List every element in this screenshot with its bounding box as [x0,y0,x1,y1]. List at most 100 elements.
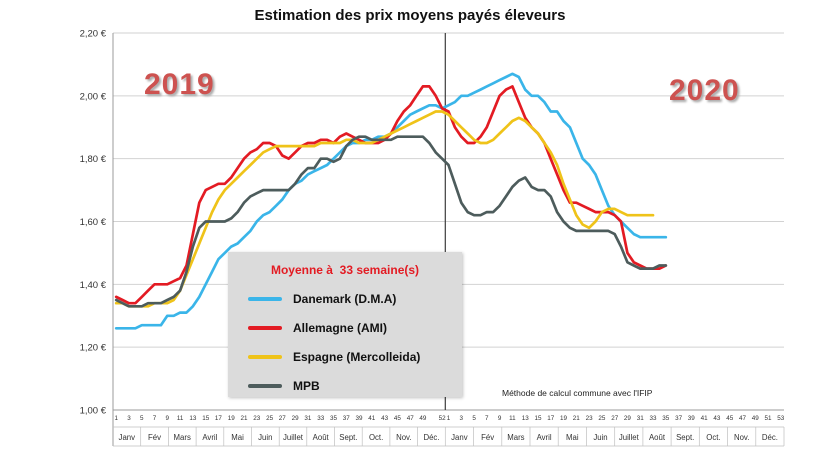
month-label: Août [649,433,666,442]
week-tick-label: 15 [202,415,210,422]
week-tick-label: 45 [394,415,402,422]
week-tick-label: 45 [726,415,734,422]
legend-label-danemark: Danemark (D.M.A) [293,292,397,306]
week-tick-label: 31 [637,415,645,422]
y-tick-label: 1,40 € [80,280,107,291]
y-tick-label: 1,00 € [80,406,107,417]
allemagne-line-swatch [248,326,282,330]
month-label: Mai [566,433,579,442]
chart-title: Estimation des prix moyens payés éleveur… [254,7,566,24]
week-tick-label: 27 [611,415,619,422]
week-tick-label: 35 [662,415,670,422]
month-label: Juin [593,433,607,442]
series-line-mpb [114,135,668,308]
month-label: Fév [481,433,494,442]
y-tick-label: 2,00 € [80,91,107,102]
week-tick-label: 9 [498,415,502,422]
month-label: Nov. [396,433,411,442]
week-tick-label: 5 [472,415,476,422]
week-tick-label: 25 [598,415,606,422]
week-tick-label: 51 [764,415,772,422]
week-tick-label: 17 [547,415,555,422]
week-tick-label: 7 [485,415,489,422]
series-line-espagne-mercolleida [114,110,655,308]
week-tick-label: 49 [752,415,760,422]
month-label: Déc. [423,433,439,442]
week-tick-label: 9 [166,415,170,422]
month-label: Oct. [369,433,383,442]
week-tick-label: 13 [189,415,197,422]
week-tick-label: 19 [228,415,236,422]
legend-label-allemagne: Allemagne (AMI) [293,321,388,335]
week-tick-label: 15 [534,415,542,422]
legend-item-mpb: MPB [248,379,462,393]
week-tick-label: 29 [624,415,632,422]
week-tick-label: 43 [381,415,389,422]
week-tick-label: 33 [317,415,325,422]
month-label: Août [313,433,330,442]
week-tick-label: 31 [304,415,312,422]
month-label: Janv [451,433,468,442]
month-label: Oct. [706,433,720,442]
week-tick-label: 27 [279,415,287,422]
week-tick-label: 5 [140,415,144,422]
week-tick-label: 21 [240,415,248,422]
month-label: Juin [258,433,272,442]
week-tick-label: 52 [439,415,447,422]
month-label: Déc. [762,433,778,442]
year-label-2020: 2020 [669,74,740,107]
legend-item-espagne: Espagne (Mercolleida) [248,350,462,364]
month-label: Sept. [339,433,357,442]
legend-title: Moyenne à 33 semaine(s) [270,263,420,277]
y-tick-label: 1,60 € [80,217,107,228]
week-tick-label: 19 [560,415,568,422]
week-tick-label: 37 [343,415,351,422]
month-label: Fév [148,433,161,442]
week-tick-label: 21 [573,415,581,422]
week-tick-label: 23 [253,415,261,422]
month-label: Juillet [283,433,304,442]
month-label: Avril [202,433,217,442]
month-label: Janv [119,433,136,442]
legend-item-danemark: Danemark (D.M.A) [248,292,462,306]
week-tick-label: 43 [713,415,721,422]
week-tick-label: 1 [114,415,118,422]
week-tick-label: 35 [330,415,338,422]
week-tick-label: 39 [688,415,696,422]
week-tick-label: 3 [460,415,464,422]
week-tick-label: 41 [701,415,709,422]
y-tick-label: 2,20 € [80,29,107,40]
week-tick-label: 13 [522,415,530,422]
week-tick-label: 11 [509,415,516,422]
week-tick-label: 47 [407,415,415,422]
year-label-2019: 2019 [144,68,215,101]
month-label: Sept. [676,433,694,442]
week-tick-label: 25 [266,415,274,422]
y-tick-label: 1,80 € [80,154,107,165]
month-label: Mai [231,433,244,442]
week-tick-label: 23 [586,415,594,422]
week-tick-label: 41 [368,415,376,422]
month-label: Mars [507,433,524,442]
week-tick-label: 37 [675,415,683,422]
week-tick-label: 29 [292,415,300,422]
week-tick-label: 1 [447,415,451,422]
week-tick-label: 17 [215,415,223,422]
y-tick-label: 1,20 € [80,343,107,354]
legend: Moyenne à 33 semaine(s) Danemark (D.M.A)… [228,252,462,397]
week-tick-label: 7 [153,415,157,422]
method-note: Méthode de calcul commune avec l'IFIP [502,388,653,398]
week-tick-label: 53 [777,415,785,422]
legend-label-mpb: MPB [293,379,320,393]
espagne-line-swatch [248,355,282,359]
month-label: Nov. [734,433,749,442]
week-tick-label: 11 [177,415,184,422]
month-label: Avril [537,433,552,442]
week-tick-label: 47 [739,415,747,422]
week-tick-label: 33 [649,415,657,422]
week-tick-label: 39 [355,415,363,422]
legend-label-espagne: Espagne (Mercolleida) [293,350,421,364]
week-tick-label: 49 [419,415,427,422]
